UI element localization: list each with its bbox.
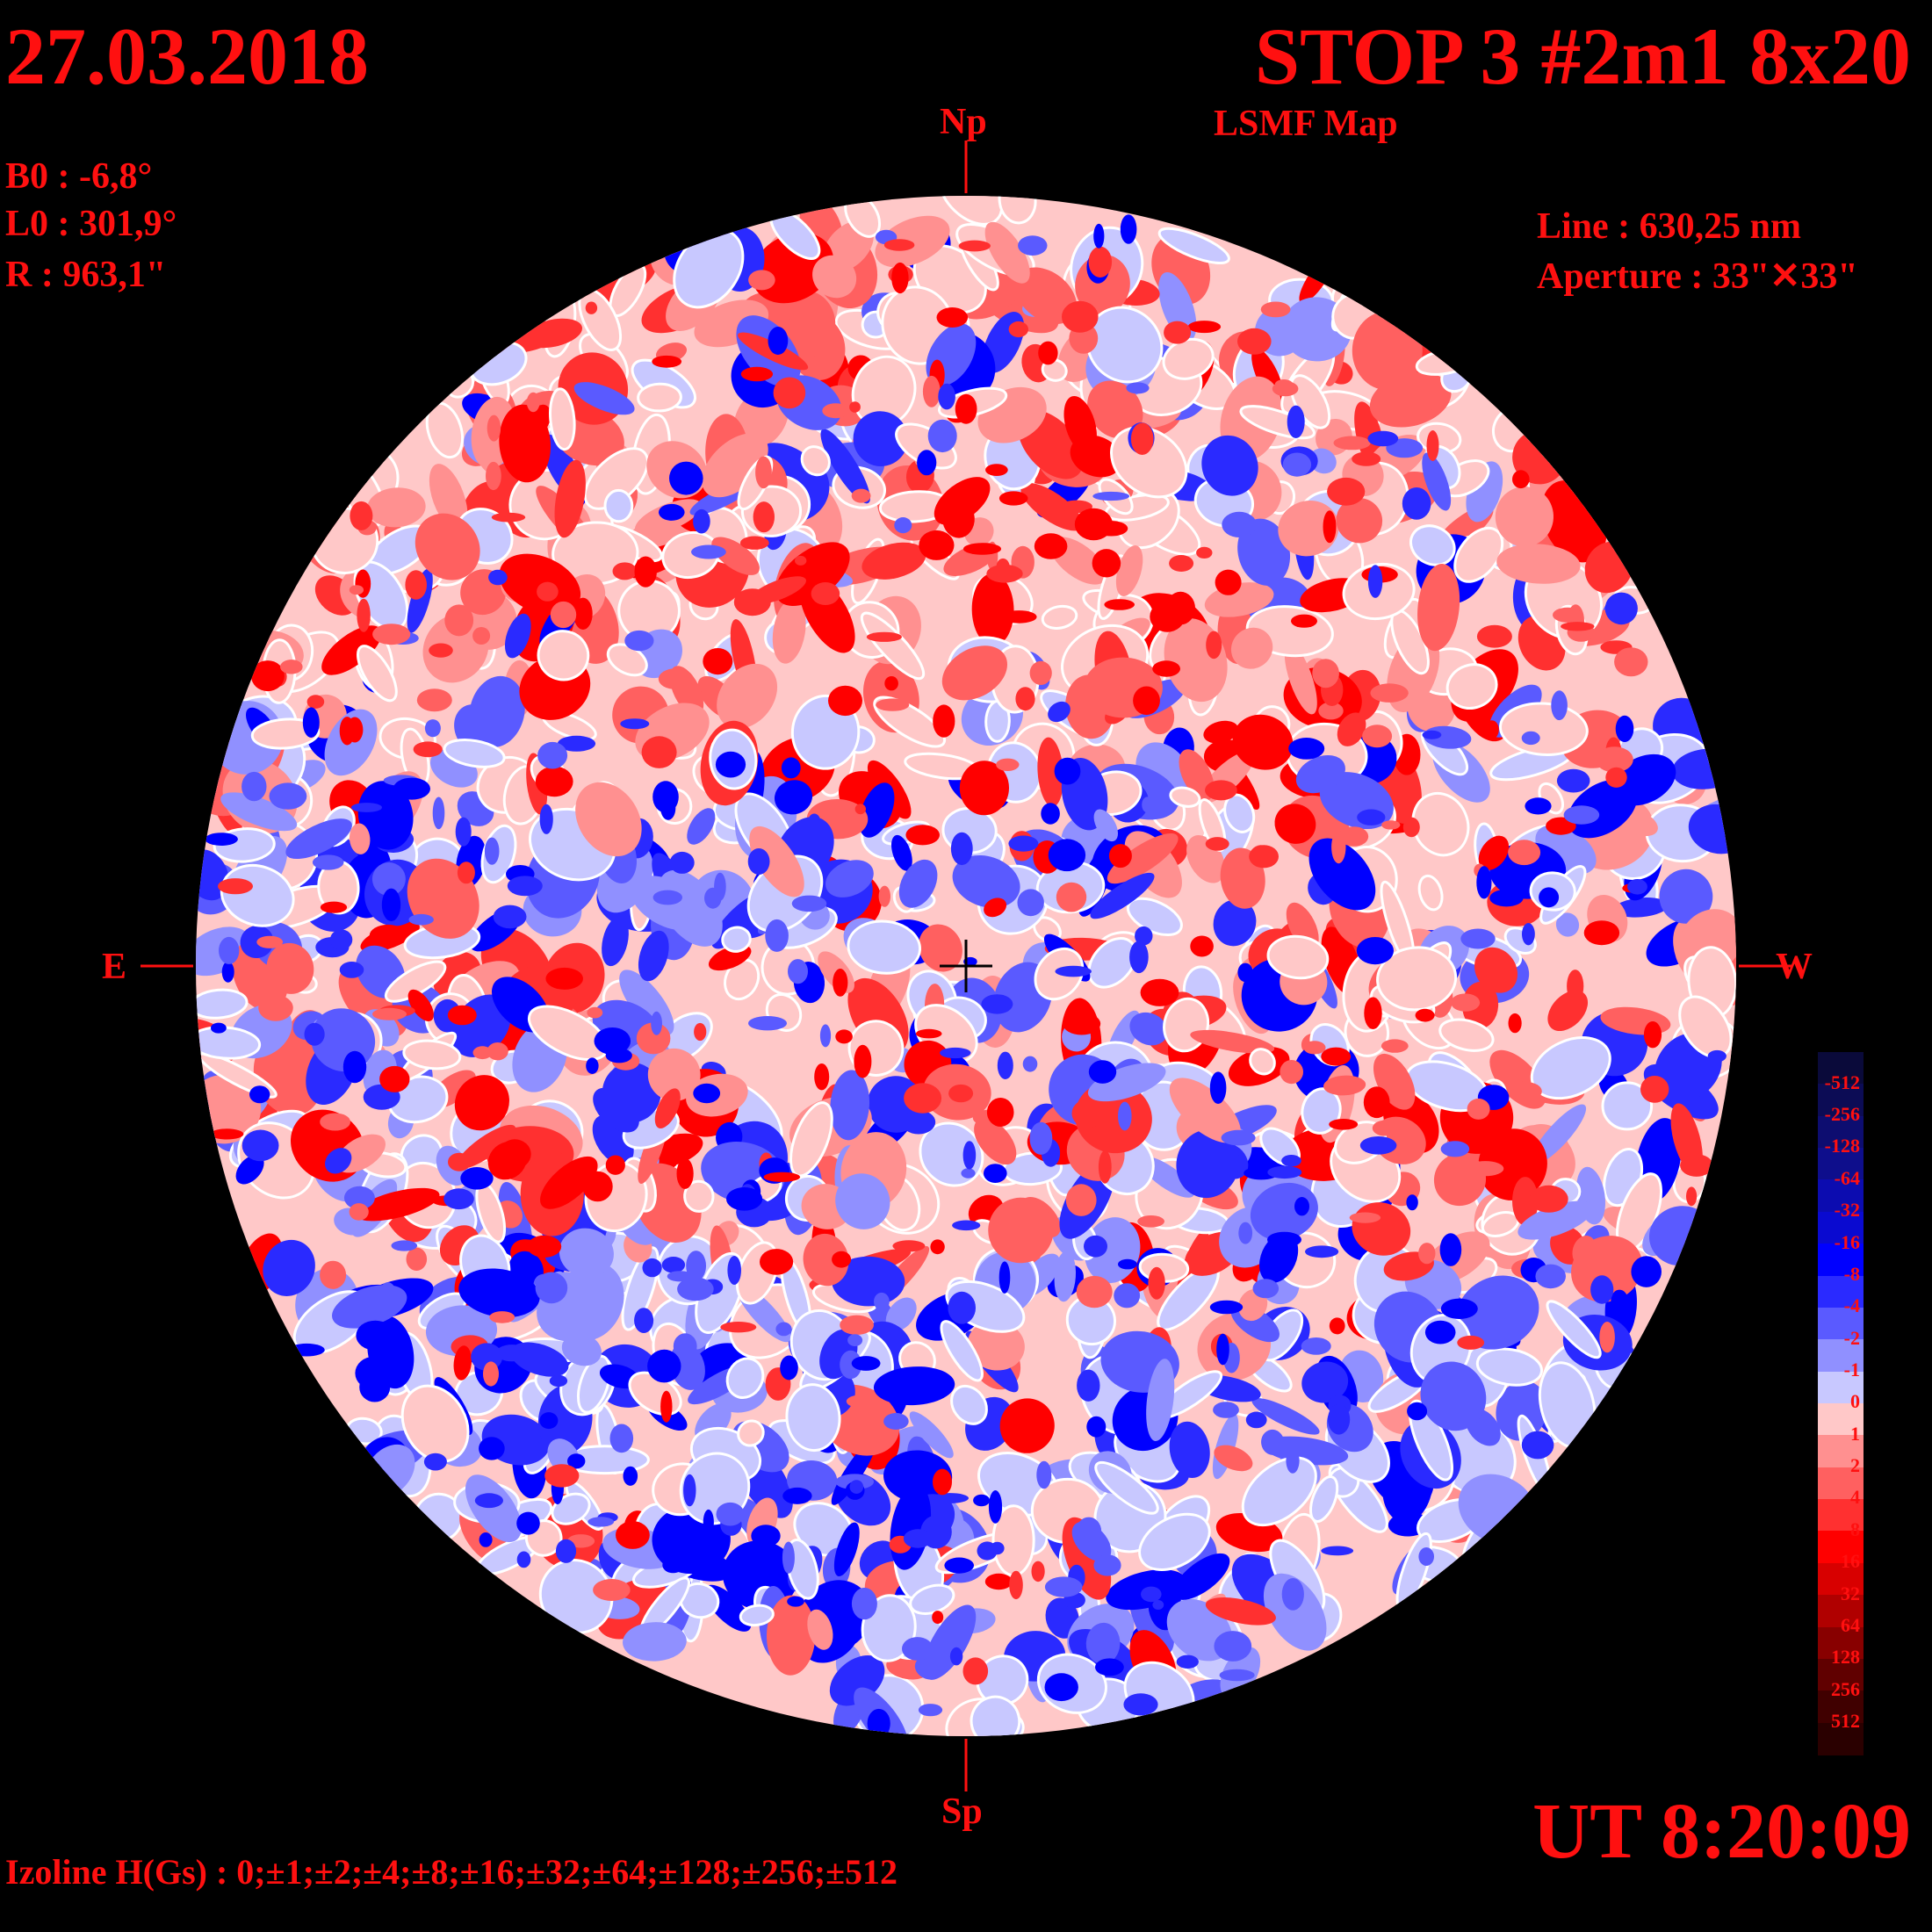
colorbar-swatch — [1818, 1403, 1864, 1437]
aperture-size: Aperture : 33"✕33" — [1537, 256, 1858, 297]
colorbar-swatch — [1818, 1595, 1864, 1628]
map-subtitle: LSMF Map — [1214, 104, 1398, 144]
colorbar-swatch — [1818, 1626, 1864, 1660]
colorbar-label: -256 — [1824, 1103, 1860, 1126]
colorbar-label: -64 — [1834, 1166, 1860, 1189]
colorbar-label: 8 — [1850, 1517, 1860, 1540]
colorbar-label: 256 — [1831, 1677, 1860, 1700]
colorbar-swatch — [1818, 1307, 1864, 1341]
colorbar-label: -8 — [1843, 1262, 1860, 1285]
colorbar-swatch — [1818, 1084, 1864, 1117]
colorbar-label: -1 — [1843, 1359, 1860, 1381]
colorbar-label: -16 — [1834, 1230, 1860, 1253]
colorbar-swatch — [1818, 1690, 1864, 1724]
observation-date: 27.03.2018 — [5, 11, 369, 101]
colorbar-swatch — [1818, 1339, 1864, 1373]
south-pole-label: Sp — [941, 1791, 983, 1832]
map-title: STOP 3 #2m1 8x20 — [1254, 11, 1911, 101]
colorbar-label: 128 — [1831, 1646, 1860, 1669]
colorbar-swatch — [1818, 1722, 1864, 1755]
ut-time: UT 8:20:09 — [1532, 1788, 1911, 1875]
b0-value: B0 : -6,8° — [5, 156, 153, 197]
colorbar-swatch — [1818, 1052, 1864, 1085]
colorbar-swatch — [1818, 1211, 1864, 1245]
colorbar-swatch — [1818, 1115, 1864, 1150]
colorbar-label: 512 — [1831, 1710, 1860, 1732]
colorbar-label: 16 — [1841, 1550, 1860, 1573]
colorbar-swatch — [1818, 1244, 1864, 1277]
north-pole-label: Np — [940, 102, 987, 142]
colorbar-label: -2 — [1843, 1326, 1860, 1349]
colorbar-swatch — [1818, 1148, 1864, 1181]
colorbar-swatch — [1818, 1658, 1864, 1692]
colorbar-label: -128 — [1824, 1135, 1860, 1157]
colorbar-label: -512 — [1824, 1071, 1860, 1093]
colorbar-label: 1 — [1850, 1422, 1860, 1445]
colorbar-swatch — [1818, 1531, 1864, 1564]
colorbar-swatch — [1818, 1435, 1864, 1468]
field-contours — [196, 196, 1736, 1736]
east-label: E — [102, 947, 127, 987]
colorbar-label: 0 — [1850, 1390, 1860, 1413]
west-label: W — [1776, 947, 1813, 987]
colorbar-label: -4 — [1843, 1294, 1860, 1317]
colorbar-swatch — [1818, 1499, 1864, 1532]
colorbar-swatch — [1818, 1275, 1864, 1308]
colorbar-label: 32 — [1841, 1582, 1860, 1604]
colorbar-label: 64 — [1841, 1613, 1860, 1636]
radius-value: R : 963,1" — [5, 255, 167, 295]
colorbar-swatch — [1818, 1179, 1864, 1213]
spectral-line: Line : 630,25 nm — [1537, 206, 1802, 247]
l0-value: L0 : 301,9° — [5, 204, 177, 244]
colorbar — [1818, 1052, 1864, 1755]
isoline-levels: Izoline H(Gs) : 0;±1;±2;±4;±8;±16;±32;±6… — [5, 1852, 898, 1892]
colorbar-label: 2 — [1850, 1454, 1860, 1477]
colorbar-label: 4 — [1850, 1486, 1860, 1509]
colorbar-label: -32 — [1834, 1199, 1860, 1222]
colorbar-swatch — [1818, 1562, 1864, 1597]
colorbar-swatch — [1818, 1371, 1864, 1404]
colorbar-swatch — [1818, 1467, 1864, 1501]
